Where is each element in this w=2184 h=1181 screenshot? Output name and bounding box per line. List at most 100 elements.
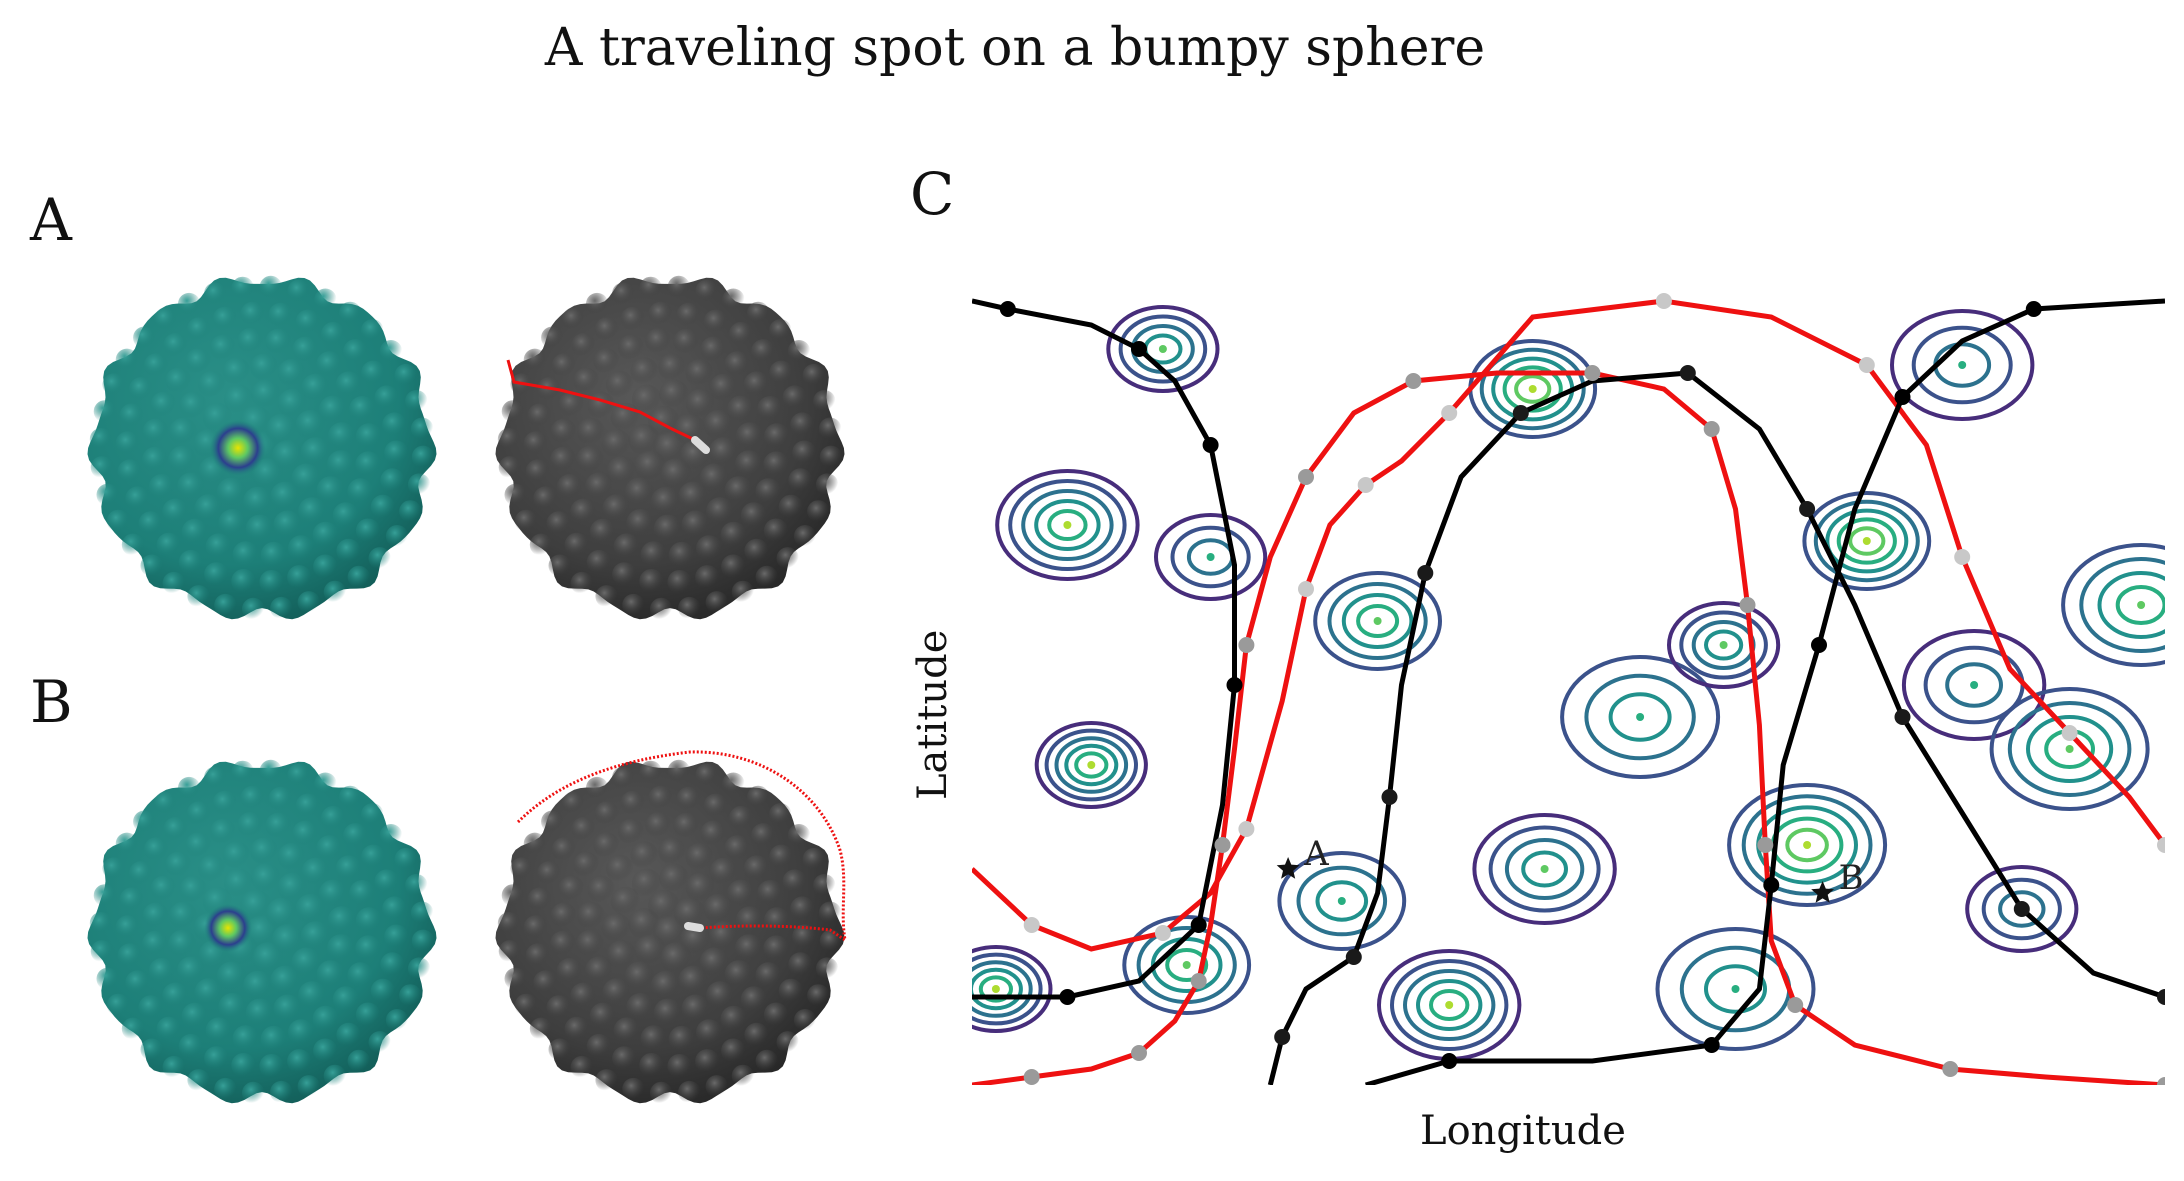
bump xyxy=(618,818,644,845)
black-path-marker xyxy=(1131,341,1147,357)
bump xyxy=(292,820,319,847)
bump xyxy=(634,450,667,483)
bump xyxy=(546,511,571,536)
bump xyxy=(533,970,558,995)
contour-peak xyxy=(1528,385,1537,393)
bump xyxy=(631,384,662,415)
red-path-marker xyxy=(2061,725,2078,741)
bump xyxy=(631,868,662,899)
bump xyxy=(361,360,386,385)
bump xyxy=(673,328,700,355)
bump xyxy=(252,942,284,975)
bump xyxy=(178,1033,203,1059)
bump xyxy=(562,307,585,331)
red-path-marker xyxy=(1298,581,1314,597)
contour-ring xyxy=(1054,736,1129,794)
contour-ring xyxy=(1502,365,1563,413)
contour-ring xyxy=(1044,728,1139,802)
bump xyxy=(129,377,154,402)
bump xyxy=(744,1022,769,1047)
bump xyxy=(162,1055,185,1079)
bump xyxy=(648,785,673,811)
bump xyxy=(594,801,619,826)
bump xyxy=(204,766,227,789)
contour-ring xyxy=(1064,743,1119,787)
bump xyxy=(165,367,192,394)
bump xyxy=(660,942,692,975)
bump xyxy=(242,1081,265,1105)
bump xyxy=(673,812,700,839)
bump xyxy=(214,593,237,617)
contour-ring xyxy=(1122,915,1252,1015)
sphere-b-track xyxy=(495,759,845,1105)
bump xyxy=(407,957,431,980)
bump xyxy=(819,929,843,952)
bump xyxy=(612,766,635,789)
bump xyxy=(529,1017,553,1040)
bump xyxy=(89,912,113,935)
bump xyxy=(605,370,634,399)
contour-peak xyxy=(1862,537,1871,545)
contour-ring xyxy=(995,469,1140,581)
bump xyxy=(222,357,251,386)
bump xyxy=(231,276,254,300)
contour-peak xyxy=(2137,601,2146,609)
bump xyxy=(410,901,434,924)
bump xyxy=(298,497,327,526)
bump xyxy=(751,823,776,848)
bump xyxy=(140,1038,163,1061)
bump xyxy=(181,518,208,545)
contour-ring xyxy=(1479,347,1586,431)
contour-ring xyxy=(1356,604,1400,638)
annotation-b: B xyxy=(1839,858,1864,898)
bump xyxy=(119,887,144,912)
bump xyxy=(573,851,600,878)
bump xyxy=(721,554,746,579)
contour-ring xyxy=(1890,309,2035,421)
red-path-marker xyxy=(1238,821,1255,837)
bump xyxy=(323,580,347,604)
bump xyxy=(589,518,616,545)
bump xyxy=(722,772,745,795)
black-path-marker xyxy=(1381,789,1398,805)
bump xyxy=(585,956,614,985)
bump xyxy=(177,956,206,985)
bump xyxy=(197,854,226,883)
bump xyxy=(291,947,322,978)
bump xyxy=(197,370,226,399)
bump xyxy=(237,812,264,839)
red-path-marker xyxy=(1357,477,1374,493)
bump xyxy=(729,321,754,347)
bump xyxy=(332,502,359,529)
bump xyxy=(630,357,659,386)
bump xyxy=(297,1075,320,1098)
bump xyxy=(314,772,337,795)
bump xyxy=(740,502,767,529)
bump xyxy=(695,279,718,303)
bump xyxy=(270,596,293,620)
bump xyxy=(529,533,553,556)
bump xyxy=(355,1002,381,1027)
bump xyxy=(587,875,616,904)
sphere-renders xyxy=(87,275,848,1105)
bump xyxy=(747,301,770,325)
bump xyxy=(106,509,130,533)
bump xyxy=(177,292,201,316)
bump xyxy=(300,437,331,467)
contour-ring xyxy=(2097,571,2165,639)
bump xyxy=(626,993,655,1021)
bump xyxy=(231,569,256,594)
bump xyxy=(347,1049,370,1073)
bump xyxy=(613,1017,640,1044)
contour-ring xyxy=(978,975,1014,1003)
bump xyxy=(624,961,655,992)
bump xyxy=(570,982,597,1009)
bump xyxy=(121,1017,145,1040)
bump xyxy=(316,351,343,378)
bump xyxy=(240,785,265,811)
bump xyxy=(589,1002,616,1029)
bump xyxy=(133,810,156,833)
bump xyxy=(659,863,689,894)
bump xyxy=(361,803,384,826)
bump xyxy=(648,301,673,326)
